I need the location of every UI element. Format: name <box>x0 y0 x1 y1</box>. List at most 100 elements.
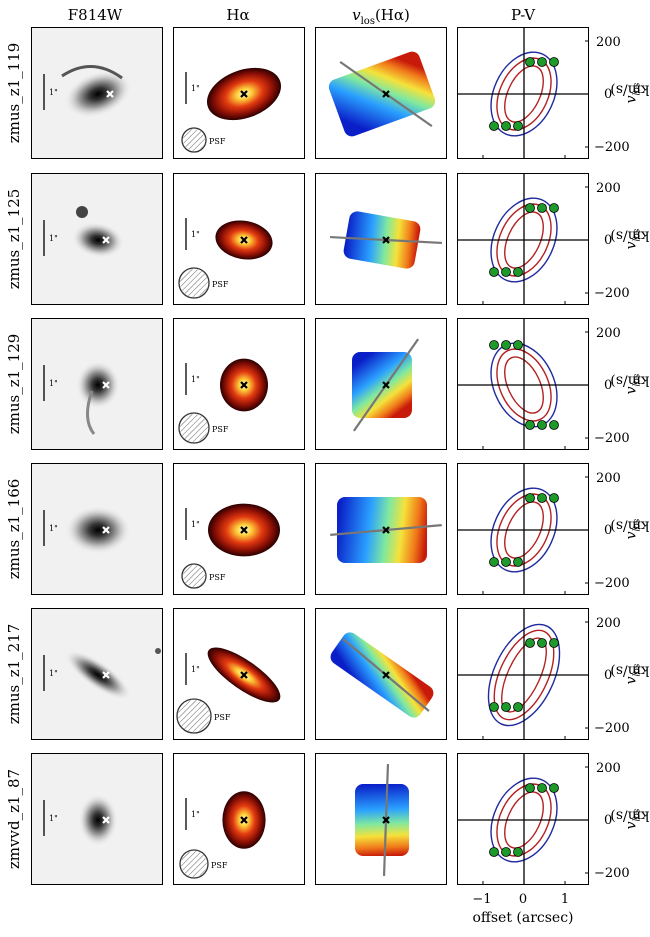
scale-bar-label: 1" <box>49 814 58 823</box>
y-tick-label: 200 <box>596 616 621 631</box>
halpha-map: 1" PSF <box>178 358 268 444</box>
pv-diagram <box>458 319 588 449</box>
pv-diagram <box>458 609 588 739</box>
y-tick-label: 0 <box>604 233 613 248</box>
center-cross-icon <box>106 90 114 98</box>
pv-point <box>537 638 547 648</box>
pv-contour <box>504 356 544 414</box>
velocity-map <box>352 338 420 432</box>
velocity-map <box>355 763 409 877</box>
velocity-blob <box>355 784 409 856</box>
pv-point <box>513 267 523 277</box>
velocity-map <box>328 51 436 137</box>
center-cross-icon <box>240 671 248 679</box>
y-tick-label: −200 <box>594 431 630 446</box>
halpha-map: 1" PSF <box>179 791 266 879</box>
f814w-image: 1" <box>32 464 162 594</box>
col-header-velocity-sub: los <box>360 16 375 27</box>
pv-point <box>525 638 535 648</box>
y-axis-label-text: vlos(km/s) <box>611 227 650 249</box>
y-axis-label: vlos(km/s) <box>611 463 650 595</box>
pv-contour <box>490 197 558 283</box>
row-label: zmus_z1_125 <box>2 173 26 305</box>
center-cross-icon <box>102 816 110 824</box>
center-cross-icon <box>382 816 390 824</box>
pv-point <box>525 203 535 213</box>
y-axis-label: vlos(km/s) <box>611 608 650 740</box>
center-cross-icon <box>102 381 110 389</box>
scale-bar-label: 1" <box>191 84 200 93</box>
pv-point <box>537 57 547 67</box>
col-header-velocity-tail: (Hα) <box>374 6 410 24</box>
pv-point <box>489 557 499 567</box>
scale-bar-label: 1" <box>191 520 200 529</box>
row-label-text: zmus_z1_125 <box>5 188 23 290</box>
pv-diagram <box>458 174 588 304</box>
pv-diagram <box>458 464 588 594</box>
y-axis-label-unit: (km/s) <box>610 372 650 388</box>
y-tick-label: −200 <box>594 721 630 736</box>
halpha-map: 1" PSF <box>176 647 281 734</box>
y-axis-label-unit: (km/s) <box>610 81 650 97</box>
center-cross-icon <box>382 90 390 98</box>
velocity-panel <box>315 173 447 305</box>
pv-diagram <box>458 28 588 158</box>
scale-bar-label: 1" <box>191 665 200 674</box>
y-axis-label-text: vlos(km/s) <box>611 81 650 103</box>
y-tick-label: 0 <box>604 523 613 538</box>
pv-panel <box>457 463 589 595</box>
y-tick-label: 200 <box>596 35 621 50</box>
psf-label: PSF <box>209 137 226 146</box>
center-cross-icon <box>240 381 248 389</box>
galaxy-blob <box>65 505 131 555</box>
pv-point <box>537 420 547 430</box>
halpha-map: 1" PSF <box>181 503 280 589</box>
halpha-map: 1" PSF <box>181 67 282 153</box>
galaxy-blob <box>64 649 132 701</box>
pv-point <box>537 783 547 793</box>
y-tick-label: 0 <box>604 813 613 828</box>
y-tick-label: 200 <box>596 326 621 341</box>
center-cross-icon <box>102 671 110 679</box>
pv-point <box>549 203 559 213</box>
pv-panel <box>457 318 589 450</box>
y-axis-label-text: vlos(km/s) <box>611 662 650 684</box>
col-header-velocity: vlos(Hα) <box>311 6 451 27</box>
pv-point <box>549 57 559 67</box>
y-axis-label-unit: (km/s) <box>610 227 650 243</box>
pv-point <box>489 702 499 712</box>
center-cross-icon <box>382 671 390 679</box>
pv-diagram <box>458 754 588 884</box>
scale-bar-label: 1" <box>49 524 58 533</box>
y-axis-label-unit: (km/s) <box>610 517 650 533</box>
row-label-text: zmus_z1_166 <box>5 478 23 580</box>
f814w-image: 1" <box>32 28 162 158</box>
center-cross-icon <box>382 236 390 244</box>
y-axis-label: vlos(km/s) <box>611 173 650 305</box>
pv-point <box>513 121 523 131</box>
y-tick-label: 0 <box>604 378 613 393</box>
halpha-panel: 1" PSF <box>173 463 305 595</box>
center-cross-icon <box>102 526 110 534</box>
x-axis-label: offset (arcsec) <box>472 910 574 926</box>
x-tick-label: 1 <box>560 892 570 907</box>
center-cross-icon <box>382 526 390 534</box>
velocity-blob <box>330 632 434 718</box>
pv-point <box>501 702 511 712</box>
pv-point <box>549 493 559 503</box>
halpha-panel: 1" PSF <box>173 753 305 885</box>
y-tick-label: 200 <box>596 471 621 486</box>
velocity-panel <box>315 318 447 450</box>
pv-contour <box>504 65 544 123</box>
f814w-image: 1" <box>32 174 162 304</box>
halpha-map: 1" PSF <box>178 218 273 299</box>
velocity-map <box>330 497 442 563</box>
f814w-image: 1" <box>32 754 162 884</box>
pv-point <box>489 121 499 131</box>
galaxy-blob <box>76 360 120 410</box>
galaxy-blob <box>71 222 125 258</box>
pv-point <box>501 340 511 350</box>
pv-point <box>489 340 499 350</box>
y-axis-label-text: vlos(km/s) <box>611 372 650 394</box>
col-header-f814w: F814W <box>67 6 123 24</box>
